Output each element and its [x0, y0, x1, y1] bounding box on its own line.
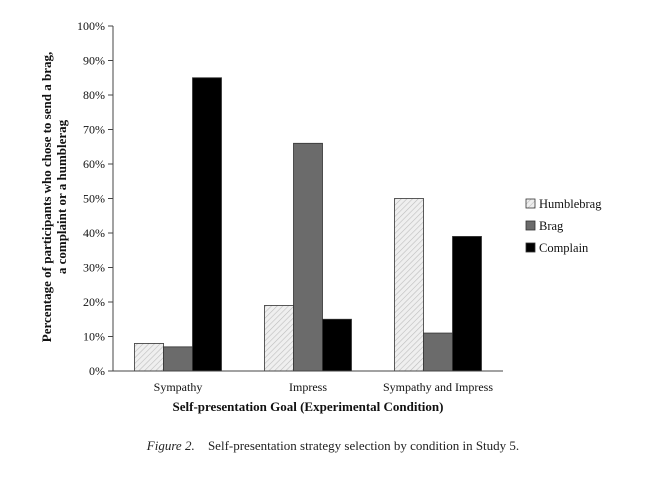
bar-complain-2 — [322, 318, 352, 372]
y-axis-ticks: 0% 10% 20% 30% 40% 50% 60% 70% 80% 90% 100% — [77, 19, 113, 378]
bar-brag-2 — [293, 142, 323, 372]
bar-brag-3 — [423, 332, 453, 372]
y-axis-title-line-1: Percentage of participants who chose to … — [39, 52, 54, 342]
legend-swatch-brag — [525, 220, 536, 231]
x-tick-label: Sympathy — [154, 380, 203, 394]
figure-label: Figure 2. — [146, 438, 195, 453]
x-tick-label: Impress — [289, 380, 327, 394]
legend: Humblebrag Brag Complain — [525, 197, 602, 255]
x-axis-title: Self-presentation Goal (Experimental Con… — [173, 399, 444, 414]
y-tick-label: 90% — [83, 54, 105, 68]
figure-caption: Figure 2. Self-presentation strategy sel… — [0, 438, 666, 454]
bar-complain-3 — [452, 236, 482, 372]
y-tick-label: 30% — [83, 261, 105, 275]
y-axis-title-line-2: a complaint or a humblerag — [54, 119, 69, 274]
bar-complain-1 — [192, 77, 222, 372]
y-tick-label: 70% — [83, 123, 105, 137]
figure-caption-text: Self-presentation strategy selection by … — [207, 438, 520, 453]
legend-label-humblebrag: Humblebrag — [539, 197, 602, 211]
y-tick-label: 50% — [83, 192, 105, 206]
y-tick-label: 10% — [83, 330, 105, 344]
y-tick-label: 40% — [83, 226, 105, 240]
bar-brag-1 — [163, 346, 193, 372]
bars-group — [134, 77, 482, 372]
x-axis-labels: Sympathy Impress Sympathy and Impress — [154, 380, 494, 394]
bar-humblebrag-2 — [264, 305, 294, 372]
x-tick-label: Sympathy and Impress — [383, 380, 493, 394]
y-tick-label: 100% — [77, 19, 105, 33]
legend-label-brag: Brag — [539, 219, 564, 233]
bar-humblebrag-3 — [394, 198, 424, 372]
legend-swatch-complain — [525, 242, 536, 253]
y-tick-label: 20% — [83, 295, 105, 309]
legend-swatch-humblebrag — [525, 198, 536, 209]
legend-label-complain: Complain — [539, 241, 589, 255]
y-tick-label: 0% — [89, 364, 105, 378]
y-tick-label: 60% — [83, 157, 105, 171]
bar-humblebrag-1 — [134, 342, 164, 372]
y-tick-label: 80% — [83, 88, 105, 102]
